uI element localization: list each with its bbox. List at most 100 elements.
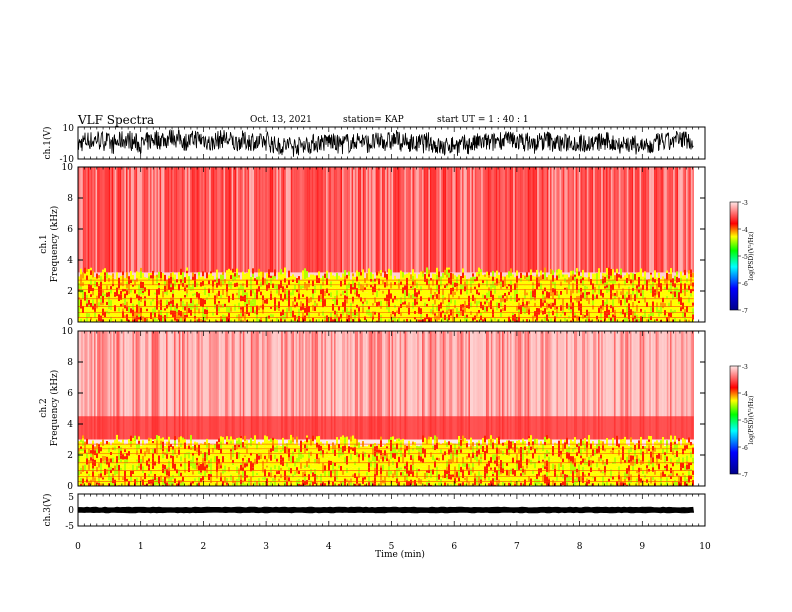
spec-lowband-cell <box>192 446 194 450</box>
spec-lowband-cell <box>122 306 124 309</box>
spec-lowband-cell <box>626 275 628 279</box>
spec-lowband-cell <box>658 297 660 301</box>
spec-lowband-cell <box>186 308 188 315</box>
spec-streak <box>588 331 590 440</box>
spec-lowband-cell <box>544 285 546 288</box>
spec-lowband-cell <box>514 283 516 291</box>
spec-lowband-cell <box>146 452 148 457</box>
spec-lowband-cell <box>336 299 338 306</box>
spec-lowband-cell <box>400 297 402 304</box>
spec-lowband-cell <box>520 272 522 278</box>
spec-lowband-cell <box>464 281 466 287</box>
spec-lowband-cell <box>288 295 290 300</box>
spec-lowband-cell <box>322 315 324 322</box>
spec-lowband-cell <box>252 268 254 274</box>
spec-streak <box>226 331 229 440</box>
spec-streak <box>628 331 630 440</box>
spec-lowband-cell <box>552 288 554 293</box>
spec-lowband-cell <box>190 294 192 299</box>
spec-lowband-cell <box>516 302 518 306</box>
spec-lowband-cell <box>78 311 80 317</box>
spec-lowband-cell <box>212 308 214 313</box>
spec-lowband-cell <box>158 438 160 445</box>
spec-lowband-cell <box>194 299 196 305</box>
spec-lowband-cell <box>136 298 138 305</box>
spec-lowband-cell <box>188 449 190 453</box>
spec-lowband-cell <box>484 301 486 305</box>
spec-lowband-cell <box>540 298 542 303</box>
spec-lowband-cell <box>254 306 256 311</box>
spec-lowband-cell <box>572 299 574 303</box>
spec-lowband-cell <box>364 313 366 317</box>
spec-lowband-cell <box>324 319 326 322</box>
spec-lowband-cell <box>362 269 364 276</box>
spec-streak <box>670 331 672 440</box>
spec-lowband-cell <box>500 312 502 318</box>
spec-lowband-cell <box>654 303 656 307</box>
spec-lowband-cell <box>504 317 506 322</box>
spec-lowband-cell <box>86 268 88 272</box>
spec-lowband-cell <box>396 310 398 314</box>
spec-lowband-cell <box>378 284 380 289</box>
spec-lowband-cell <box>124 481 126 486</box>
spec-lowband-cell <box>684 305 686 309</box>
spec-lowband-cell <box>564 312 566 316</box>
spec-lowband-cell <box>580 283 582 288</box>
spec-lowband-cell <box>616 290 618 297</box>
spec-lowband-cell <box>206 272 208 279</box>
spec-lowband-cell <box>680 320 682 322</box>
spec-lowband-cell <box>166 467 168 470</box>
spec-lowband-cell <box>684 309 686 313</box>
spec-lowband-cell <box>158 444 160 450</box>
spec-lowband-cell <box>96 448 98 454</box>
spec-streak <box>500 331 502 440</box>
spec-lowband-cell <box>186 468 188 476</box>
spec-lowband-cell <box>242 286 244 290</box>
spec-streak <box>284 331 286 440</box>
spec-lowband-cell <box>114 301 116 306</box>
spec-lowband-cell <box>574 297 576 301</box>
spec-lowband-cell <box>280 305 282 312</box>
spec-lowband-cell <box>130 444 132 448</box>
spec-lowband-cell <box>308 312 310 319</box>
spec-lowband-cell <box>524 320 526 322</box>
spec-streak <box>354 331 357 440</box>
spec-streak <box>142 331 144 440</box>
spec-lowband-cell <box>534 282 536 289</box>
spec-streak <box>420 331 422 440</box>
spec-lowband-cell <box>596 284 598 288</box>
spec-lowband-cell <box>340 286 342 292</box>
spec-streak <box>244 167 246 273</box>
spec-lowband-cell <box>352 289 354 294</box>
spec-lowband-cell <box>270 290 272 294</box>
spec-lowband-cell <box>134 309 136 312</box>
spec-lowband-cell <box>194 287 196 294</box>
spec-lowband-cell <box>554 282 556 289</box>
spec-lowband-cell <box>654 295 656 299</box>
spec-lowband-cell <box>248 309 250 313</box>
spec-streak <box>687 331 690 440</box>
spec-streak <box>513 167 515 273</box>
spec-lowband-cell <box>90 313 92 317</box>
spec-streak <box>239 167 242 273</box>
spec-lowband-cell <box>192 449 194 453</box>
spec-lowband-cell <box>120 467 122 471</box>
spec-lowband-cell <box>278 301 280 309</box>
spec-lowband-cell <box>302 294 304 297</box>
spec-lowband-cell <box>80 483 82 486</box>
spec-lowband-cell <box>148 464 150 468</box>
spec-streak <box>346 331 349 440</box>
spec-lowband-cell <box>106 290 108 293</box>
spec-lowband-cell <box>90 317 92 321</box>
spec-lowband-cell <box>472 273 474 277</box>
date-label: Oct. 13, 2021 <box>250 115 312 125</box>
spec-lowband-cell <box>126 484 128 486</box>
spec-lowband-cell <box>186 296 188 302</box>
spec-lowband-cell <box>304 274 306 279</box>
spec-lowband-cell <box>146 308 148 312</box>
spec-lowband-cell <box>104 317 106 322</box>
spec-lowband-cell <box>438 319 440 322</box>
spec-lowband-cell <box>192 283 194 291</box>
spec-lowband-cell <box>204 449 206 453</box>
spec-lowband-cell <box>312 299 314 305</box>
